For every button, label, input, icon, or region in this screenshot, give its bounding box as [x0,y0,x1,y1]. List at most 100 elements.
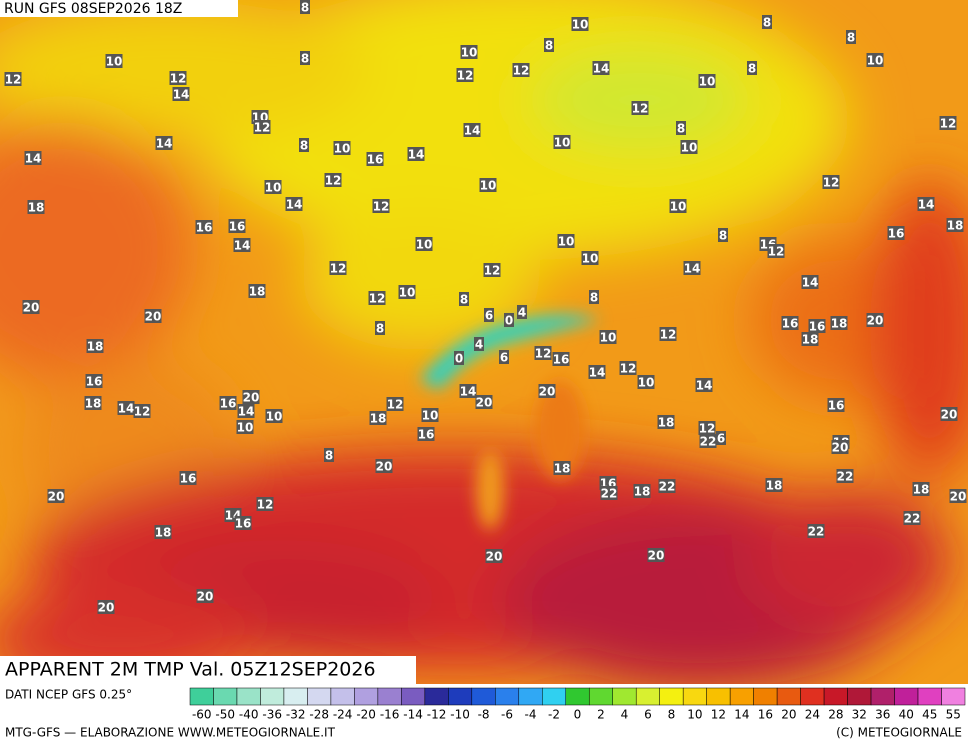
label-box [827,398,845,412]
label-box [421,408,439,422]
colorbar-tick: -28 [309,708,329,722]
temp-label: 10 [600,331,617,345]
label-box [234,516,252,530]
temp-label: 14 [118,402,135,416]
temp-label: 20 [950,490,967,504]
temp-label: 10 [399,286,416,300]
temp-label: 10 [237,421,254,435]
label-box [4,72,22,86]
temp-label: 12 [257,498,274,512]
colorbar-tick: -24 [333,708,353,722]
temp-label: 12 [535,347,552,361]
temp-label: 14 [238,405,255,419]
colorbar-tick: 20 [781,708,796,722]
temp-label: 8 [300,139,308,153]
temp-label: 16 [367,153,384,167]
label-box [647,548,665,562]
label-box [589,290,599,304]
temp-label: 14 [173,88,190,102]
temp-label: 10 [699,75,716,89]
colorbar-swatch [213,687,238,706]
colorbar-tick: 32 [852,708,867,722]
label-box [676,121,686,135]
temp-label: 8 [301,1,309,15]
temp-label: 16 [229,220,246,234]
temp-label: 6 [717,432,725,446]
temp-label: 18 [658,416,675,430]
temp-label: 12 [325,174,342,188]
colorbar-swatch [354,687,379,706]
temp-label: 8 [719,229,727,243]
temp-label: 0 [505,314,513,328]
label-box [265,409,283,423]
temp-label: 20 [197,590,214,604]
label-box [512,63,530,77]
label-box [155,136,173,150]
temp-label: 14 [684,262,701,276]
temp-label: 12 [457,69,474,83]
label-box [264,180,282,194]
label-box [85,374,103,388]
label-box [242,390,260,404]
label-box [236,420,254,434]
temp-label: 10 [106,55,123,69]
temp-label: 10 [266,410,283,424]
temp-label: 14 [286,198,303,212]
colorbar-tick: -32 [286,708,306,722]
label-box [248,284,266,298]
label-box [237,404,255,418]
label-box [219,396,237,410]
colorbar-swatch [495,687,520,706]
temp-label: 18 [947,219,964,233]
label-box [698,74,716,88]
colorbar-swatch [448,687,473,706]
temp-label: 12 [484,264,501,278]
temp-label: 14 [156,137,173,151]
label-box [479,178,497,192]
label-box [801,332,819,346]
colorbar-swatch [612,687,637,706]
temp-label: 8 [677,122,685,136]
temp-label: 16 [180,472,197,486]
temp-label: 12 [768,245,785,259]
label-box [830,316,848,330]
colorbar-tick: 45 [922,708,937,722]
colorbar-tick: -36 [262,708,282,722]
temp-label: 22 [837,470,854,484]
temp-label: 10 [670,200,687,214]
colorbar-tick: -2 [548,708,560,722]
label-box [285,197,303,211]
colorbar-swatch [870,687,895,706]
label-box [940,407,958,421]
label-box [105,54,123,68]
label-box [917,197,935,211]
temp-label: 18 [766,479,783,493]
label-box [454,351,464,365]
colorbar-tick: 10 [687,708,702,722]
colorbar-tick: 36 [875,708,890,722]
label-box [887,226,905,240]
temp-label: 18 [831,317,848,331]
temp-label: 10 [681,141,698,155]
temp-label: 8 [763,16,771,30]
label-box [846,30,856,44]
label-box [801,275,819,289]
colorbar-swatch [307,687,332,706]
label-box [196,589,214,603]
temp-label: 22 [601,487,618,501]
colorbar-tick: 2 [597,708,605,722]
temp-label: 10 [422,409,439,423]
label-box [485,549,503,563]
temp-label: 18 [28,201,45,215]
temp-label: 12 [660,328,677,342]
temp-label: 14 [593,62,610,76]
label-box [133,404,151,418]
source: DATI NCEP GFS 0.25° [5,688,132,702]
label-box [300,0,310,14]
label-box [415,237,433,251]
label-box [588,365,606,379]
colorbar-swatch [659,687,684,706]
label-box [912,482,930,496]
temp-label: 10 [554,136,571,150]
colorbar-tick: 55 [946,708,961,722]
